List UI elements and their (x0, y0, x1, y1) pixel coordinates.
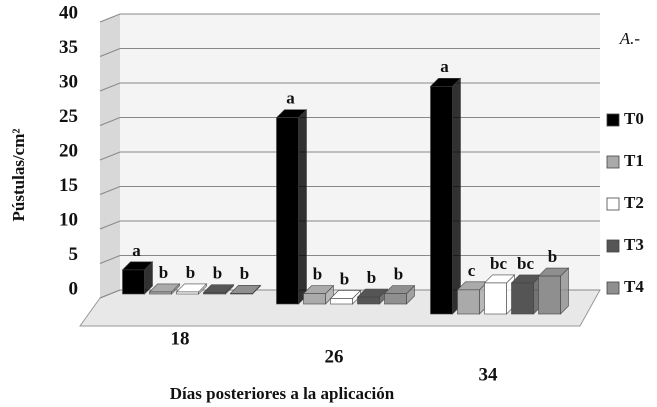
y-tick-label: 35 (59, 37, 78, 58)
bar (430, 86, 453, 315)
bar (176, 291, 199, 295)
grid-line (99, 13, 600, 23)
legend-swatch (606, 281, 620, 295)
legend-swatch (606, 155, 620, 169)
y-tick-label: 15 (59, 175, 78, 196)
back-wall (100, 14, 600, 298)
bar (511, 282, 534, 315)
data-label: b (340, 269, 349, 288)
bar (357, 296, 380, 305)
legend-label: T0 (624, 109, 644, 128)
bar (122, 269, 145, 295)
bar (384, 293, 407, 305)
bar (230, 293, 253, 295)
bar (276, 117, 299, 305)
x-tick-label: 18 (171, 328, 190, 349)
bar (149, 291, 172, 295)
legend-label: T1 (624, 151, 644, 170)
legend-swatch (606, 239, 620, 253)
data-label: a (440, 57, 449, 76)
legend-swatch (606, 197, 620, 211)
y-tick-label: 20 (59, 140, 78, 161)
data-label: b (159, 263, 168, 282)
bar-side (298, 108, 307, 305)
bar-side (452, 77, 461, 315)
data-label: bc (517, 254, 534, 273)
y-tick-label: 40 (59, 2, 78, 23)
data-label: b (548, 247, 557, 266)
data-label: b (313, 265, 322, 284)
x-tick-label: 34 (479, 364, 499, 385)
legend-label: T3 (624, 235, 644, 254)
data-label: b (394, 265, 403, 284)
y-tick-label: 10 (59, 209, 78, 230)
bar (330, 298, 353, 305)
data-label: a (132, 241, 141, 260)
legend-label: T2 (624, 193, 644, 212)
y-tick-label: 30 (59, 71, 78, 92)
y-tick-label: 25 (59, 106, 78, 127)
legend-swatch (606, 113, 620, 127)
bar (538, 275, 561, 315)
x-tick-label: 26 (325, 346, 344, 367)
y-axis-label: Pústulas/cm² (9, 129, 28, 222)
bar (203, 292, 226, 295)
data-label: b (186, 263, 195, 282)
data-label: b (367, 268, 376, 287)
bar (484, 282, 507, 315)
data-label: b (240, 264, 249, 283)
bar (457, 289, 480, 315)
data-label: b (213, 264, 222, 283)
grid-line (99, 48, 600, 57)
y-tick-label: 0 (69, 278, 79, 299)
data-label: bc (490, 254, 507, 273)
data-label: a (286, 89, 295, 108)
annotation: A.- (619, 29, 641, 48)
bar (303, 293, 326, 305)
legend-label: T4 (624, 277, 644, 296)
x-axis-label: Días posteriores a la aplicación (170, 384, 395, 403)
data-label: c (468, 261, 476, 280)
y-tick-label: 5 (69, 244, 79, 265)
